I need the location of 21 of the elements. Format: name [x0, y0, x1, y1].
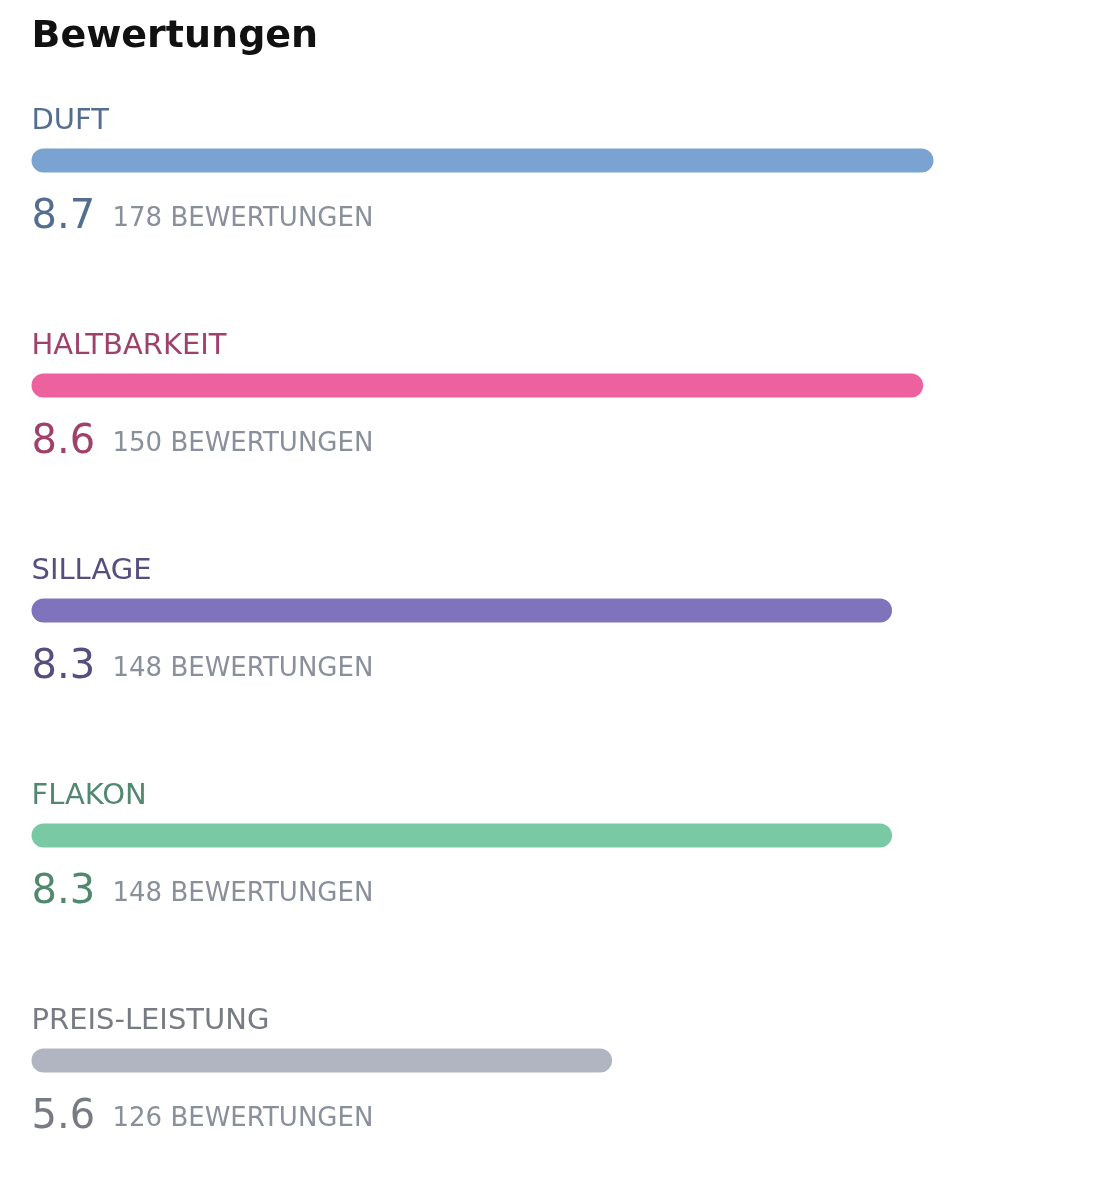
data-label: 8.3 [31, 865, 96, 912]
chart-title: Bewertungen [31, 11, 319, 56]
bar [31, 148, 934, 173]
y-tick-label: PREIS-LEISTUNG [31, 1001, 270, 1036]
annotation: 178 BEWERTUNGEN [112, 201, 374, 232]
data-label: 8.7 [31, 190, 96, 237]
bar [31, 598, 893, 623]
bar [31, 823, 893, 848]
annotation: 148 BEWERTUNGEN [112, 876, 374, 907]
bar [31, 1048, 613, 1073]
data-label: 8.3 [31, 640, 96, 687]
data-label: 8.6 [31, 415, 96, 462]
bar [31, 373, 924, 398]
annotation: 150 BEWERTUNGEN [112, 426, 374, 457]
y-tick-label: FLAKON [31, 776, 147, 811]
data-label: 5.6 [31, 1090, 96, 1137]
y-tick-label: DUFT [31, 101, 110, 136]
y-tick-label: SILLAGE [31, 551, 152, 586]
y-tick-label: HALTBARKEIT [31, 326, 227, 361]
annotation: 126 BEWERTUNGEN [112, 1101, 374, 1132]
annotation: 148 BEWERTUNGEN [112, 651, 374, 682]
